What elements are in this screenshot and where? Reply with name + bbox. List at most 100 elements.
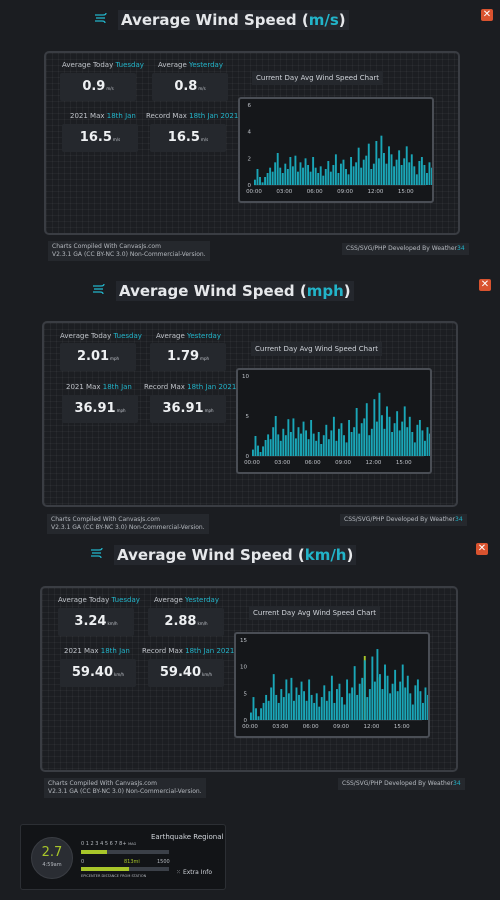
magnitude-bar — [81, 850, 169, 854]
section-title: Average Wind Speed (mph) — [116, 281, 354, 301]
record-max-box: 16.5m/s — [150, 124, 226, 152]
chart-bar — [300, 681, 303, 720]
chart-bar — [413, 166, 416, 185]
chart-bar — [373, 681, 376, 720]
x-tick-label: 12:00 — [365, 460, 381, 466]
x-tick-label: 00:00 — [246, 189, 262, 195]
chart-bar — [280, 689, 283, 720]
chart-bar — [393, 166, 396, 185]
chart-bar — [314, 167, 317, 185]
year-max-box: 36.91mph — [62, 395, 138, 423]
chart-bar — [342, 159, 345, 185]
chart-bar — [350, 432, 353, 456]
chart-bar — [322, 435, 325, 456]
chart-bar — [399, 681, 402, 720]
chart-bar — [346, 679, 349, 720]
chart-bar — [325, 700, 328, 720]
chart-bar — [358, 433, 361, 456]
chart-bar — [259, 452, 262, 456]
chart-bar — [261, 182, 264, 185]
record-max-label: Record Max 18th Jan 2021 — [142, 647, 235, 655]
chart-bar — [360, 423, 363, 456]
avg-yesterday-label: Average Yesterday — [158, 61, 223, 69]
chart-bar — [320, 444, 323, 456]
wind-icon — [94, 12, 108, 24]
chart-bar — [279, 440, 282, 456]
chart-bar — [257, 445, 259, 456]
chart-bar — [389, 693, 392, 720]
chart-bar — [295, 687, 298, 720]
avg-today-label: Average Today Tuesday — [58, 596, 140, 604]
chart-bar — [356, 694, 359, 720]
chart-bar — [260, 708, 263, 720]
chart-bar — [277, 702, 280, 720]
year-max-label: 2021 Max 18th Jan — [66, 383, 132, 391]
chart-bar — [390, 154, 393, 185]
chart-bar — [286, 169, 289, 185]
chart-title: Current Day Avg Wind Speed Chart — [251, 342, 382, 356]
chart-bar — [401, 421, 404, 456]
chart-bar — [384, 664, 386, 720]
chart-bar — [252, 697, 255, 720]
y-tick-label: 5 — [246, 414, 250, 420]
close-button[interactable]: ✕ — [481, 9, 493, 21]
chart-bar — [315, 440, 318, 456]
chart-bar — [252, 449, 254, 456]
chart-bar — [398, 430, 401, 456]
chart-bar — [282, 697, 285, 720]
chart-bar — [255, 708, 257, 720]
magnitude-scale: 0 1 2 3 4 5 6 7 8+ MAG — [81, 841, 137, 847]
x-tick-label: 00:00 — [244, 460, 260, 466]
chart-bar — [293, 700, 295, 720]
credit-right: CSS/SVG/PHP Developed By Weather34 — [338, 778, 465, 790]
chart-bar — [300, 433, 302, 456]
chart-bar — [287, 419, 290, 456]
chart-bar — [406, 427, 409, 456]
chart-bar — [355, 162, 358, 185]
record-max-box: 59.40km/h — [148, 659, 224, 687]
x-tick-label: 09:00 — [337, 189, 353, 195]
chart-bar — [363, 418, 366, 456]
chart-bar — [361, 677, 364, 720]
chart-bar — [338, 428, 340, 456]
chart-bar — [267, 434, 270, 456]
chart-bar — [393, 423, 396, 456]
chart-bar — [423, 165, 426, 185]
chart-bar — [370, 428, 373, 456]
close-button[interactable]: ✕ — [479, 279, 491, 291]
y-tick-label: 10 — [242, 374, 249, 380]
extra-info-link[interactable]: ⁙ Extra Info — [176, 869, 213, 876]
chart-bar — [267, 700, 270, 720]
chart-bar — [345, 442, 348, 456]
chart-bar — [403, 406, 406, 456]
chart-bar — [291, 166, 294, 185]
distance-fill — [81, 867, 129, 871]
chart-bar — [271, 171, 274, 185]
chart-bar — [305, 430, 308, 456]
chart-bar — [377, 158, 380, 185]
chart-bar — [427, 694, 428, 720]
chart-bar — [405, 146, 408, 185]
chart-bar — [303, 691, 306, 720]
chart-bar — [307, 165, 310, 185]
magnitude-circle: 2.7 4:59am — [31, 837, 73, 879]
y-tick-label: 4 — [248, 130, 252, 136]
chart-bar — [327, 439, 330, 456]
close-button[interactable]: ✕ — [476, 543, 488, 555]
chart-bar — [332, 165, 335, 185]
chart-bar — [333, 702, 336, 720]
chart-title: Current Day Avg Wind Speed Chart — [249, 606, 380, 620]
chart-bar — [348, 693, 351, 720]
chart-bar — [415, 174, 418, 185]
avg-yesterday-box: 1.79mph — [150, 343, 226, 371]
record-max-label: Record Max 18th Jan 2021 — [146, 112, 239, 120]
chart-bar — [254, 179, 256, 185]
chart-bar — [426, 173, 428, 185]
chart-bar — [416, 679, 419, 720]
chart-bar — [365, 155, 368, 185]
chart-bar — [373, 399, 376, 456]
chart-bar — [383, 428, 386, 456]
chart-bar — [336, 689, 338, 720]
x-tick-label: 15:00 — [394, 724, 410, 730]
chart-bar — [270, 687, 273, 720]
